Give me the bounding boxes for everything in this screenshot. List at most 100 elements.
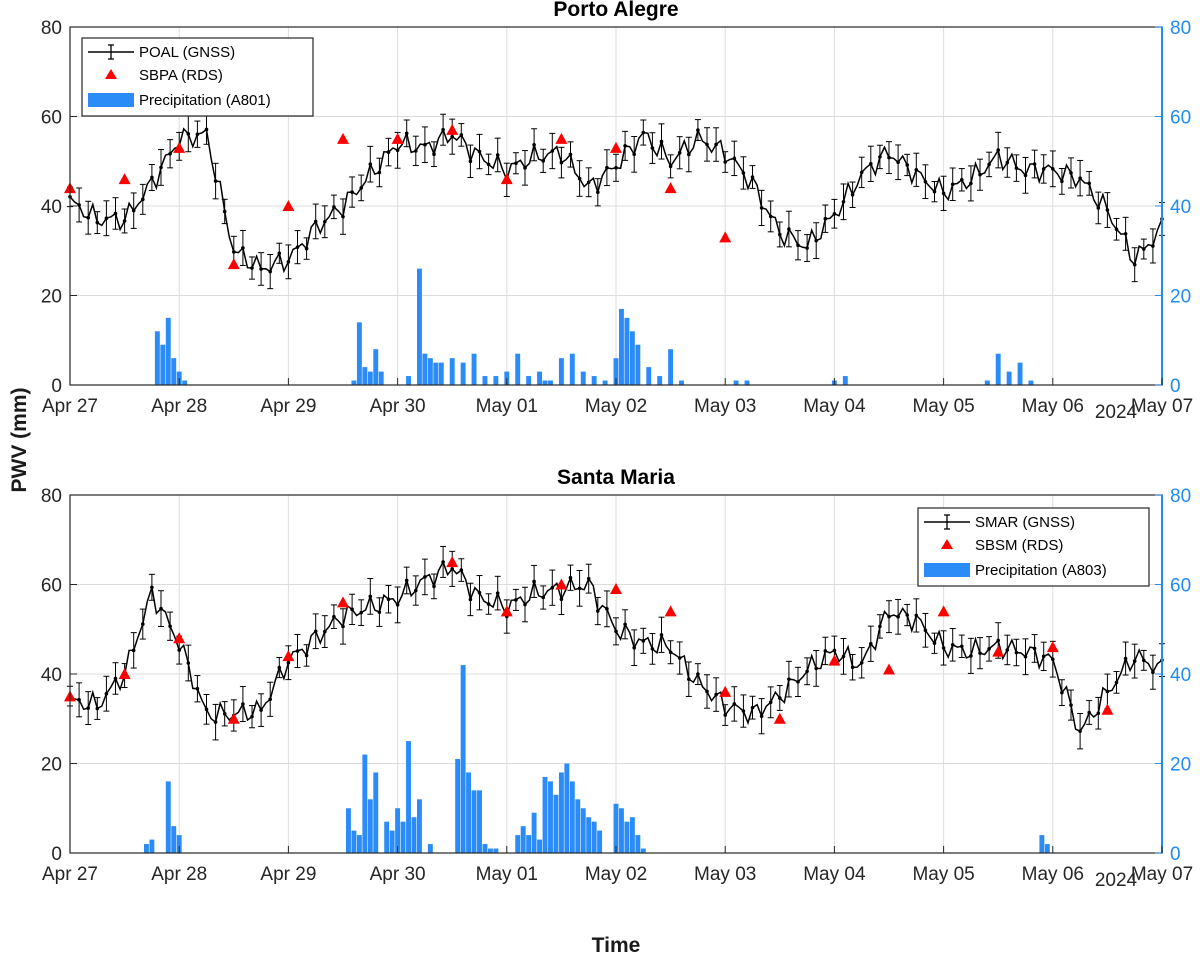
gnss-point: [313, 219, 318, 224]
gnss-point: [705, 142, 709, 147]
precipitation-bar: [580, 808, 586, 853]
y-tick-label: 20: [41, 287, 62, 308]
gnss-point: [969, 181, 973, 186]
rds-marker: [118, 668, 131, 679]
gnss-point: [714, 692, 718, 697]
precipitation-bar: [362, 754, 368, 853]
gnss-point: [432, 584, 436, 589]
precipitation-bar: [1044, 844, 1050, 853]
rds-marker: [282, 650, 295, 662]
chart-title: Porto Alegre: [553, 0, 678, 21]
gnss-point: [823, 649, 828, 653]
precipitation-bar: [1006, 371, 1012, 385]
legend-precip-symbol: [924, 563, 970, 577]
gnss-point: [232, 250, 236, 254]
precipitation-bar: [165, 781, 171, 853]
gnss-point: [131, 648, 136, 653]
precipitation-bar: [646, 367, 652, 385]
gnss-point: [960, 177, 964, 182]
precipitation-bar: [629, 331, 635, 385]
gnss-point: [486, 162, 491, 167]
x-tick-label: May 02: [585, 396, 647, 417]
rds-marker: [500, 605, 513, 617]
gnss-point: [759, 714, 764, 719]
rds-marker: [1101, 703, 1114, 715]
precipitation-bar: [613, 803, 619, 853]
gnss-point: [1005, 648, 1010, 652]
gnss-point: [577, 176, 582, 181]
gnss-point: [350, 607, 354, 612]
y-tick-label: 20: [41, 755, 62, 776]
gnss-point: [450, 134, 455, 139]
gnss-point: [141, 197, 145, 202]
gnss-point: [95, 220, 100, 225]
gnss-point: [1105, 208, 1110, 212]
precipitation-bar: [482, 844, 488, 853]
precipitation-bar: [351, 380, 357, 385]
x-tick-label: Apr 30: [370, 396, 426, 417]
y-tick-label: 60: [41, 576, 62, 597]
gnss-point: [768, 214, 773, 219]
gnss-point: [896, 615, 900, 619]
gnss-point: [696, 672, 700, 676]
rds-marker: [664, 605, 677, 617]
x-tick-label: Apr 27: [42, 396, 98, 417]
rds-marker: [337, 132, 349, 144]
gnss-point: [814, 666, 818, 671]
y-tick-label: 40: [41, 197, 62, 218]
precipitation-bar: [416, 799, 422, 853]
gnss-point: [732, 702, 737, 706]
rds-marker: [610, 582, 622, 594]
gnss-point: [1142, 247, 1146, 251]
precipitation-bar: [515, 353, 521, 385]
precipitation-bar: [558, 772, 564, 853]
gnss-point: [1041, 167, 1046, 171]
gnss-point: [404, 578, 409, 583]
precipitation-bar: [635, 835, 641, 853]
precipitation-bar: [580, 371, 586, 385]
gnss-point: [1023, 654, 1028, 659]
gnss-point: [195, 686, 200, 691]
gnss-point: [213, 720, 218, 724]
rds-marker: [937, 605, 950, 617]
gnss-point: [1014, 166, 1019, 170]
gnss-point: [905, 163, 909, 167]
x-tick-label: May 06: [1022, 864, 1084, 885]
rds-marker: [1046, 641, 1059, 653]
gnss-point: [1078, 176, 1082, 180]
x-tick-label: Apr 28: [151, 396, 207, 417]
gnss-point: [878, 624, 882, 629]
rds-marker: [227, 712, 240, 724]
precipitation-bar: [171, 826, 177, 853]
precipitation-bar: [657, 376, 663, 385]
year-label: 2024: [1095, 870, 1138, 891]
gnss-point: [86, 706, 90, 710]
gnss-point: [796, 680, 800, 684]
gnss-point: [1123, 656, 1128, 661]
precipitation-bar: [515, 835, 521, 853]
precipitation-bar: [553, 794, 559, 853]
gnss-point: [368, 162, 373, 166]
gnss-point: [723, 713, 727, 717]
gnss-point: [768, 700, 773, 705]
precipitation-bar: [537, 371, 543, 385]
precipitation-bar: [995, 353, 1001, 385]
gnss-point: [377, 170, 382, 175]
legend-gnss-symbol: [924, 514, 970, 530]
gnss-point: [668, 164, 673, 169]
x-tick-label: May 01: [476, 864, 538, 885]
gnss-point: [1005, 160, 1010, 165]
precipitation-bar: [629, 817, 635, 853]
precipitation-bar: [378, 371, 384, 385]
gnss-point: [568, 575, 573, 580]
gnss-point: [95, 706, 100, 711]
gnss-point: [623, 622, 627, 627]
gnss-point: [277, 251, 282, 256]
rds-marker: [282, 200, 295, 211]
gnss-point: [632, 152, 636, 157]
gnss-point: [896, 160, 900, 165]
legend-rds-symbol: [941, 539, 953, 549]
precipitation-bar: [433, 362, 439, 385]
gnss-point: [104, 216, 109, 221]
gnss-point: [514, 598, 518, 602]
